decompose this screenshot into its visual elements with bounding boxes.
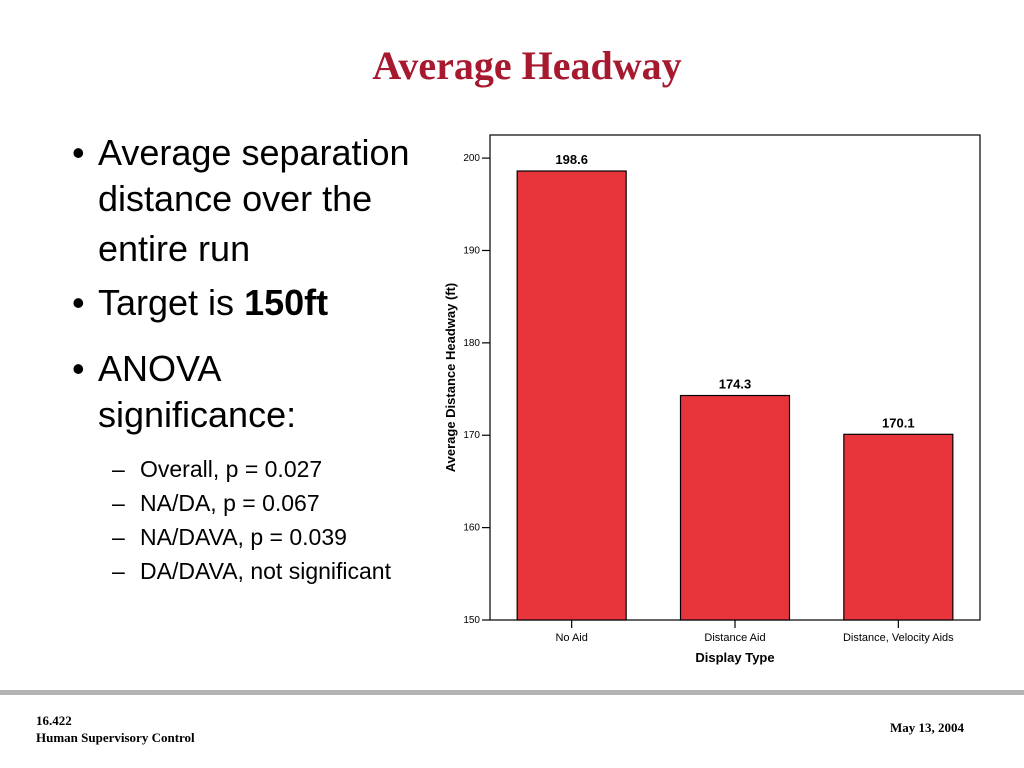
anova-result-text: DA/DAVA, not significant: [140, 558, 391, 584]
bullet-marker: •: [72, 282, 85, 323]
anova-results-list: – Overall, p = 0.027 – NA/DA, p = 0.067 – N…: [72, 452, 452, 588]
anova-result-item: – NA/DA, p = 0.067: [72, 486, 452, 520]
footer-course: 16.422 Human Supervisory Control: [36, 712, 195, 746]
bullet-marker: •: [72, 132, 85, 173]
y-tick-label: 160: [463, 523, 480, 534]
bar-value-label: 170.1: [882, 415, 915, 430]
y-tick-label: 200: [463, 153, 480, 164]
y-tick-label: 190: [463, 245, 480, 256]
bullet-marker: •: [72, 348, 85, 389]
bullet-list: • Average separation distance over the e…: [72, 130, 452, 588]
dash-marker: –: [112, 456, 125, 482]
anova-result-text: NA/DA, p = 0.067: [140, 490, 320, 516]
bullet-anova: • ANOVA significance:: [72, 346, 452, 438]
bullet-line: significance:: [98, 394, 297, 435]
y-tick-label: 170: [463, 430, 480, 441]
x-axis-title: Display Type: [695, 650, 774, 665]
footer-divider: [0, 690, 1024, 695]
course-name: Human Supervisory Control: [36, 730, 195, 745]
x-category-label: No Aid: [555, 632, 587, 644]
dash-marker: –: [112, 558, 125, 584]
bullet-line: ANOVA: [98, 348, 222, 389]
bullet-text: Target is: [98, 282, 245, 323]
dash-marker: –: [112, 524, 125, 550]
bar: [679, 394, 791, 621]
anova-result-item: – DA/DAVA, not significant: [72, 554, 452, 588]
x-category-label: Distance Aid: [704, 632, 765, 644]
bullet-average-separation: • Average separation distance over the e…: [72, 130, 452, 272]
anova-result-item: – NA/DAVA, p = 0.039: [72, 520, 452, 554]
bar: [516, 170, 627, 621]
anova-result-text: Overall, p = 0.027: [140, 456, 323, 482]
bar-value-label: 174.3: [719, 377, 752, 392]
anova-result-item: – Overall, p = 0.027: [72, 452, 452, 486]
bar: [843, 433, 954, 621]
bar-value-label: 198.6: [555, 152, 588, 167]
dash-marker: –: [112, 490, 125, 516]
slide-title: Average Headway: [372, 43, 682, 88]
headway-bar-chart: 150 160 170 180 190 200 198.6 No Aid 174.3 Distan…: [443, 134, 981, 665]
course-number: 16.422: [36, 713, 72, 728]
target-value: 150ft: [244, 282, 329, 323]
x-category-label: Distance, Velocity Aids: [843, 632, 954, 644]
bullet-target: • Target is 150ft: [72, 280, 452, 326]
y-axis-title: Average Distance Headway (ft): [443, 283, 458, 473]
y-tick-label: 150: [463, 615, 480, 626]
footer-date: May 13, 2004: [889, 720, 964, 735]
bullet-line: distance over the: [98, 178, 373, 219]
y-tick-label: 180: [463, 338, 480, 349]
bullet-line: entire run: [98, 228, 251, 269]
anova-result-text: NA/DAVA, p = 0.039: [140, 524, 347, 550]
bullet-line: Average separation: [98, 132, 410, 173]
